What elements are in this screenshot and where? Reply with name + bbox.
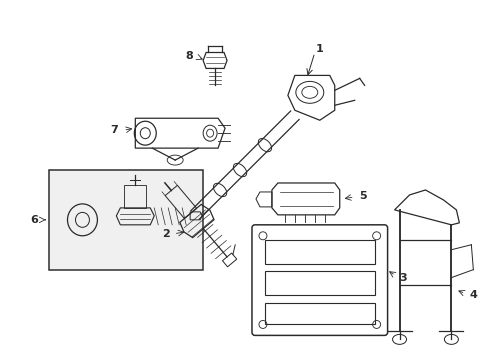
Bar	[264, 302, 374, 324]
Text: 5: 5	[359, 191, 366, 201]
Bar	[264, 271, 374, 294]
Text: 6: 6	[31, 215, 39, 225]
Text: 3: 3	[399, 273, 407, 283]
Text: 4: 4	[468, 289, 476, 300]
Text: 1: 1	[315, 44, 323, 54]
Text: 8: 8	[185, 51, 193, 62]
Text: 7: 7	[110, 125, 118, 135]
Bar	[264, 240, 374, 264]
Bar	[48, 170, 203, 270]
Text: 2: 2	[162, 229, 169, 239]
